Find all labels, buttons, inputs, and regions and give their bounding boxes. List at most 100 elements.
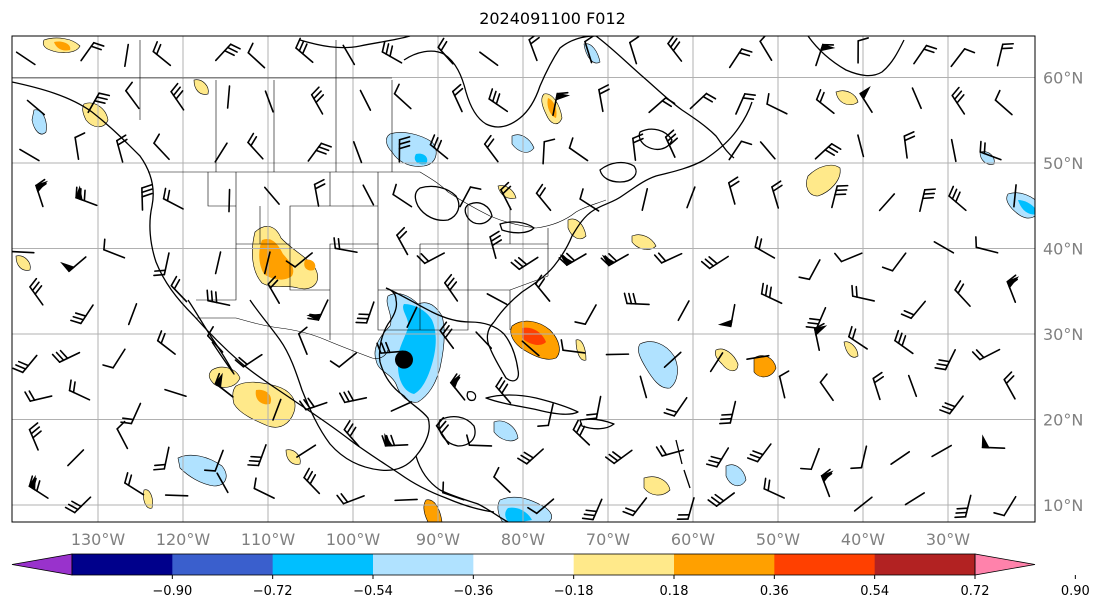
wind-barb bbox=[442, 481, 465, 501]
wind-barb bbox=[763, 477, 785, 499]
wind-barb bbox=[950, 138, 957, 163]
wind-barb bbox=[933, 241, 955, 254]
wind-barb bbox=[1003, 371, 1016, 400]
wind-barb bbox=[717, 303, 736, 328]
wind-barb bbox=[272, 398, 282, 421]
wind-barb bbox=[381, 40, 403, 64]
wind-barb bbox=[759, 141, 776, 160]
wind-barb bbox=[572, 419, 591, 446]
wind-barb bbox=[778, 370, 790, 399]
wind-barb bbox=[141, 183, 153, 211]
wind-barb bbox=[28, 474, 49, 499]
wind-barb bbox=[709, 352, 724, 373]
shaded-region bbox=[304, 259, 316, 271]
wind-barb bbox=[663, 351, 682, 369]
wind-barb bbox=[416, 252, 445, 265]
wind-barb bbox=[247, 132, 264, 160]
shaded-region bbox=[177, 454, 227, 487]
wind-barb bbox=[655, 445, 685, 457]
longitude-label: 120°W bbox=[156, 530, 211, 549]
wind-barb bbox=[479, 51, 499, 67]
latitude-label: 20°N bbox=[1043, 411, 1083, 430]
colorbar-tick-label: −0.18 bbox=[554, 584, 594, 599]
latitude-axis-labels: 60°N 50°N 40°N 30°N 20°N 10°N bbox=[1043, 69, 1083, 516]
shaded-region bbox=[285, 449, 301, 465]
wind-barb bbox=[247, 42, 266, 69]
wind-barb bbox=[253, 477, 275, 499]
wind-barb bbox=[510, 256, 539, 271]
wind-barb bbox=[396, 226, 409, 256]
border-state bbox=[196, 172, 549, 340]
coastline-labrador bbox=[595, 36, 735, 159]
wind-barb bbox=[950, 48, 976, 68]
wind-barb bbox=[486, 293, 508, 306]
wind-barb bbox=[707, 492, 736, 507]
shaded-region bbox=[638, 341, 678, 389]
wind-barb bbox=[393, 83, 412, 110]
wind-barb bbox=[19, 148, 40, 162]
wind-barb bbox=[979, 140, 1002, 161]
shaded-region bbox=[255, 389, 272, 405]
coastline-arctic-islands bbox=[299, 36, 411, 49]
wind-barb bbox=[214, 142, 228, 163]
wind-barb bbox=[800, 447, 820, 471]
wind-barb bbox=[872, 371, 884, 401]
wind-barb bbox=[971, 348, 1001, 361]
wind-barb bbox=[264, 90, 274, 113]
wind-barb bbox=[313, 178, 326, 207]
wind-barb bbox=[247, 444, 267, 467]
wind-barb bbox=[521, 340, 540, 357]
wind-barb bbox=[80, 41, 105, 62]
wind-barb bbox=[226, 85, 231, 109]
colorbar-segment bbox=[473, 554, 575, 575]
wind-barb bbox=[103, 238, 126, 259]
wind-barb bbox=[993, 495, 1017, 517]
shaded-region bbox=[806, 164, 841, 197]
wind-barb bbox=[299, 397, 328, 411]
wind-barb bbox=[214, 251, 222, 275]
wind-barb bbox=[228, 188, 231, 213]
longitude-label: 40°W bbox=[841, 530, 885, 549]
wind-barb bbox=[338, 390, 368, 404]
wind-barb bbox=[152, 41, 172, 67]
wind-barb bbox=[437, 37, 454, 65]
colorbar-tick-label: 0.54 bbox=[860, 584, 889, 599]
wind-barb bbox=[443, 273, 459, 302]
wind-barb bbox=[310, 86, 325, 115]
shaded-region bbox=[753, 355, 777, 378]
wind-barb bbox=[68, 379, 91, 401]
coastline-gulf-st-lawrence bbox=[599, 161, 637, 183]
wind-barb bbox=[12, 250, 35, 254]
wind-barb bbox=[295, 37, 314, 64]
wind-barb bbox=[392, 183, 413, 208]
colorbar-max-extend bbox=[974, 553, 1036, 576]
wind-barb bbox=[894, 329, 914, 355]
shaded-region bbox=[583, 43, 601, 64]
colorbar-segment bbox=[874, 554, 976, 575]
longitude-label: 90°W bbox=[416, 530, 460, 549]
wind-barb bbox=[488, 88, 509, 113]
wind-barb bbox=[500, 181, 512, 211]
wind-barb bbox=[798, 259, 821, 281]
wind-barb bbox=[267, 275, 281, 304]
shaded-region bbox=[143, 489, 153, 509]
wind-barb bbox=[622, 497, 648, 517]
wind-barb bbox=[667, 36, 683, 62]
wind-barb bbox=[29, 277, 44, 306]
storm-center-marker bbox=[395, 350, 413, 369]
colorbar-tick-label: −0.36 bbox=[453, 584, 493, 599]
wind-barb bbox=[170, 82, 185, 111]
wind-barb bbox=[459, 186, 482, 208]
wind-barb bbox=[904, 492, 925, 506]
wind-barb bbox=[1013, 184, 1017, 208]
colorbar-tick-label: 0.72 bbox=[961, 584, 990, 599]
latitude-label: 50°N bbox=[1043, 154, 1083, 173]
map-title: 2024091100 F012 bbox=[479, 9, 626, 28]
shaded-region bbox=[54, 41, 71, 51]
wind-barb bbox=[890, 450, 911, 465]
wind-barb bbox=[581, 498, 603, 521]
wind-barb bbox=[951, 86, 966, 115]
wind-barb bbox=[850, 445, 868, 470]
colorbar-segment bbox=[172, 554, 274, 575]
wind-barb bbox=[598, 84, 610, 113]
